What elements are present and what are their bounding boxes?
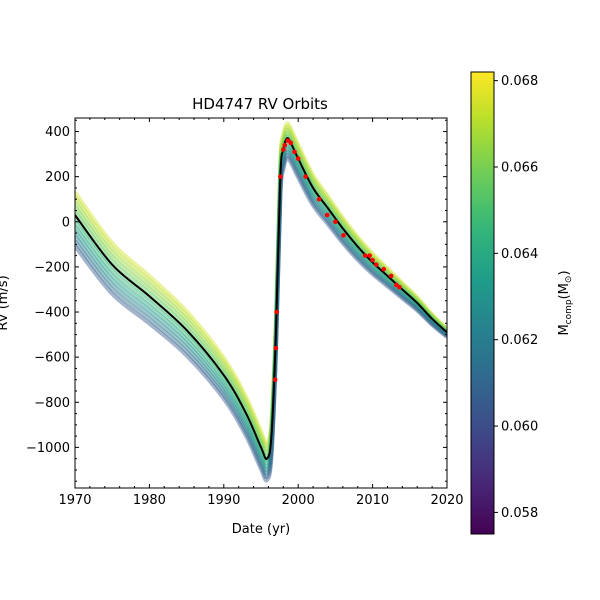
colorbar-tick-label: 0.060 bbox=[501, 420, 538, 435]
rv-data-point bbox=[303, 174, 308, 179]
x-axis: 1970 1980 1990 2000 2010 2020 bbox=[58, 118, 464, 508]
rv-data-point bbox=[381, 266, 387, 272]
rv-data-point bbox=[333, 219, 338, 225]
rv-data-point bbox=[273, 345, 279, 351]
orbit-curve bbox=[75, 149, 447, 476]
orbit-curve bbox=[75, 130, 447, 456]
y-tick-label: −600 bbox=[34, 351, 70, 366]
y-tick-label: −400 bbox=[34, 306, 70, 321]
y-tick-label: −1000 bbox=[26, 441, 70, 456]
rv-data-point bbox=[374, 262, 379, 267]
x-axis-label: Date (yr) bbox=[232, 522, 290, 537]
colorbar-tick-label: 0.064 bbox=[501, 247, 538, 262]
orbit-curve bbox=[75, 152, 447, 480]
orbit-curve bbox=[75, 121, 447, 446]
orbit-curves bbox=[75, 121, 447, 483]
rv-data-point bbox=[288, 140, 294, 146]
y-tick-label: 0 bbox=[62, 215, 70, 230]
colorbar-tick-label: 0.062 bbox=[501, 333, 538, 348]
rv-data-point bbox=[282, 142, 288, 148]
colorbar-label: Mcomp(M⊙) bbox=[557, 270, 574, 335]
rv-data-point bbox=[370, 257, 375, 263]
rv-data-points bbox=[272, 138, 402, 383]
orbit-curve bbox=[75, 146, 447, 473]
y-tick-label: 200 bbox=[45, 170, 70, 185]
colorbar-tick-label: 0.066 bbox=[501, 160, 538, 175]
y-axis-label: RV (m/s) bbox=[0, 275, 11, 330]
y-tick-label: −200 bbox=[34, 260, 70, 275]
y-axis: 400 200 0 −200 −400 −600 −800 −1000 bbox=[26, 119, 447, 482]
rv-data-point bbox=[362, 253, 368, 258]
orbit-curve bbox=[75, 127, 447, 452]
rv-data-point bbox=[324, 212, 330, 218]
colorbar bbox=[470, 71, 495, 535]
plot-frame bbox=[74, 117, 448, 489]
orbit-curve bbox=[75, 155, 447, 483]
rv-data-point bbox=[281, 147, 286, 152]
colorbar-tick-label: 0.058 bbox=[501, 506, 538, 521]
rv-data-point bbox=[341, 233, 346, 238]
colorbar-tick-label: 0.068 bbox=[501, 74, 538, 89]
x-tick-label: 1990 bbox=[207, 493, 240, 508]
rv-data-point bbox=[295, 156, 301, 161]
rv-data-point bbox=[274, 309, 279, 315]
orbit-curve bbox=[75, 124, 447, 449]
y-tick-label: 400 bbox=[45, 125, 70, 140]
x-tick-label: 2000 bbox=[282, 493, 315, 508]
rv-data-point bbox=[272, 377, 278, 383]
rv-data-point bbox=[367, 253, 372, 258]
rv-data-point bbox=[388, 273, 394, 279]
colorbar-axis: 0.058 0.060 0.062 0.064 0.066 0.068 bbox=[494, 74, 538, 521]
y-tick-label: −800 bbox=[34, 396, 70, 411]
rv-data-point bbox=[278, 174, 283, 179]
rv-data-point bbox=[397, 284, 402, 290]
rv-data-point bbox=[292, 149, 297, 155]
orbit-curve bbox=[75, 143, 447, 469]
chart-title: HD4747 RV Orbits bbox=[192, 95, 328, 113]
x-tick-label: 2010 bbox=[356, 493, 389, 508]
x-tick-label: 1970 bbox=[58, 493, 91, 508]
x-tick-label: 1980 bbox=[133, 493, 166, 508]
x-tick-label: 2020 bbox=[430, 493, 463, 508]
rv-data-point bbox=[316, 196, 322, 202]
